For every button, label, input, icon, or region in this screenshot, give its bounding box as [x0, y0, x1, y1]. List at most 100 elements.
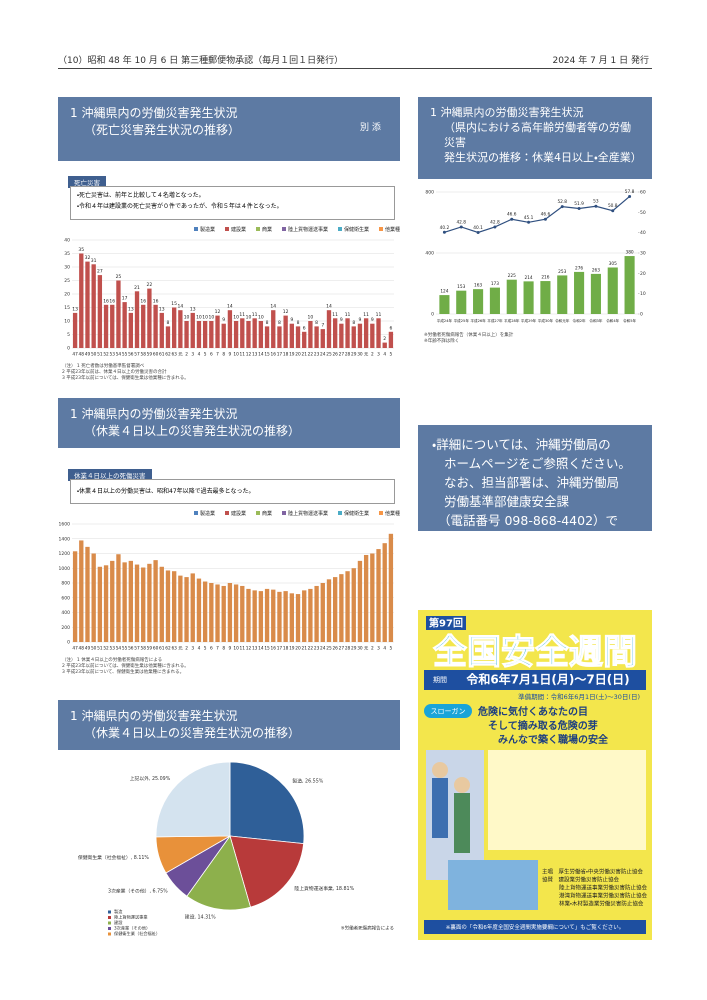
value-label: 276 [575, 265, 583, 271]
line-label: 46.6 [507, 212, 517, 218]
panel-notes: ・休業４日以上の労働災害は、昭和47年以降で過去最多となった。 [70, 479, 395, 504]
x-tick-label: 平成25年 [454, 318, 470, 323]
line-point [628, 194, 632, 198]
bar [184, 321, 189, 348]
x-tick-label: 17 [277, 352, 283, 358]
bar [153, 304, 158, 348]
poster-title: 全国安全週間 [433, 633, 637, 673]
x-tick-label: 26 [332, 352, 338, 358]
bar [202, 321, 208, 348]
footnotes: ※労働者死傷病報告（休業４日以上）を集計 ※年齢不詳は除く [424, 333, 513, 345]
bar [246, 588, 251, 642]
bar [339, 323, 344, 348]
x-tick-label: 25 [326, 352, 332, 358]
illustration [432, 778, 448, 838]
bar [172, 307, 177, 348]
x-tick-label: 29 [351, 352, 357, 358]
slice-label: 製造, 26.55% [292, 778, 323, 785]
period-band [424, 670, 646, 690]
value-label: 8 [266, 320, 269, 326]
x-tick-label: 53 [110, 352, 116, 358]
x-tick-label: 平成26年 [470, 318, 486, 323]
pie-slice [155, 761, 231, 838]
bar [376, 549, 381, 642]
prep-period: 準備期間：令和6年6月1日(土)～30日(日) [518, 692, 640, 701]
bar [110, 304, 115, 348]
x-tick-label: 62 [165, 352, 171, 358]
y-tick-label: 30 [64, 265, 70, 271]
line-label: 52.8 [557, 199, 567, 205]
y-tick-label: 1200 [59, 551, 71, 557]
x-tick-label: 59 [147, 352, 153, 358]
bar [506, 279, 517, 314]
value-label: 11 [345, 312, 351, 318]
bar [141, 304, 146, 348]
period: 令和6年7月1日(月)～7日(日) [465, 672, 629, 687]
x-tick-label: 30 [357, 352, 363, 358]
bar [557, 275, 568, 314]
bar [473, 289, 484, 314]
value-label: 6 [389, 325, 392, 331]
line-point [611, 209, 615, 213]
bar [351, 568, 356, 642]
legend-label: 上記以外 [114, 936, 132, 938]
x-tick-label: 30 [357, 646, 363, 652]
x-tick-label: 50 [91, 352, 97, 358]
y-tick-label: 5 [67, 332, 70, 338]
legend-swatch [338, 227, 342, 231]
bar [116, 280, 121, 348]
illustration [448, 860, 538, 910]
x-tick-label: 21 [301, 646, 307, 652]
bar [190, 573, 195, 642]
x-tick-label: 3 [377, 352, 380, 358]
x-tick-label: 12 [246, 352, 252, 358]
x-tick-label: 53 [110, 646, 116, 652]
x-tick-label: 令和2年 [573, 318, 586, 323]
sponsor: 林業・木材製造業労働災害防止協会 [559, 900, 644, 908]
value-label: 16 [103, 298, 109, 304]
bar [370, 553, 375, 642]
bar [122, 562, 127, 642]
x-tick-label: 12 [246, 646, 252, 652]
bar [264, 326, 270, 348]
value-label: 27 [97, 269, 103, 275]
value-label: 10 [202, 315, 208, 321]
value-label: 31 [91, 258, 97, 264]
info-line: 労働基準部健康安全課 [444, 494, 570, 509]
bar [283, 315, 288, 348]
line-label: 42.8 [456, 219, 466, 225]
value-label: 35 [78, 247, 84, 253]
x-tick-label: 57 [134, 352, 140, 358]
x-tick-label: 61 [159, 352, 165, 358]
x-tick-label: 49 [85, 646, 91, 652]
y-tick-label: 200 [61, 625, 70, 631]
info-line: ・詳細については、沖縄労働局の [432, 437, 611, 452]
bar [320, 329, 325, 348]
legend-swatch [194, 227, 198, 231]
x-tick-label: 5 [390, 646, 393, 652]
x-tick-label: 58 [140, 646, 146, 652]
footnote: （注） 1 死亡者数は労働基準監督署調べ [62, 364, 145, 369]
y2-tick-label: 40 [640, 230, 646, 236]
poster-footer: ※裏面の「令和6年度全国安全週間実施要綱について」もご覧ください。 [446, 923, 624, 931]
bar [128, 560, 133, 642]
bar [165, 570, 171, 642]
sponsor: 港湾貨物運送事業労働災害防止協会 [559, 892, 648, 900]
bar [295, 326, 301, 348]
x-tick-label: 27 [339, 646, 345, 652]
legend-swatch [282, 227, 286, 231]
value-label: 11 [332, 312, 338, 318]
value-label: 14 [270, 304, 276, 310]
value-label: 8 [352, 320, 355, 326]
x-tick-label: 2 [185, 646, 188, 652]
x-tick-label: 令和4年 [606, 318, 619, 323]
footer-band [424, 920, 646, 934]
line-point [543, 217, 547, 221]
x-tick-label: 6 [210, 646, 213, 652]
x-tick-label: 61 [159, 646, 165, 652]
value-label: 17 [122, 296, 128, 302]
legend-swatch [108, 927, 111, 930]
x-tick-label: 47 [72, 352, 78, 358]
y-tick-label: 0 [67, 640, 70, 646]
bar [97, 566, 103, 642]
